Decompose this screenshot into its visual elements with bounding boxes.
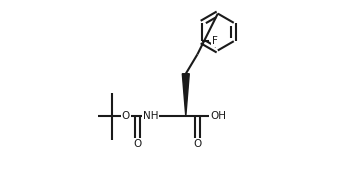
Polygon shape [182,74,189,116]
Text: O: O [133,139,141,149]
Text: O: O [193,139,202,149]
Text: NH: NH [143,111,159,121]
Text: F: F [212,36,218,46]
Text: O: O [121,111,130,121]
Text: OH: OH [210,111,226,121]
